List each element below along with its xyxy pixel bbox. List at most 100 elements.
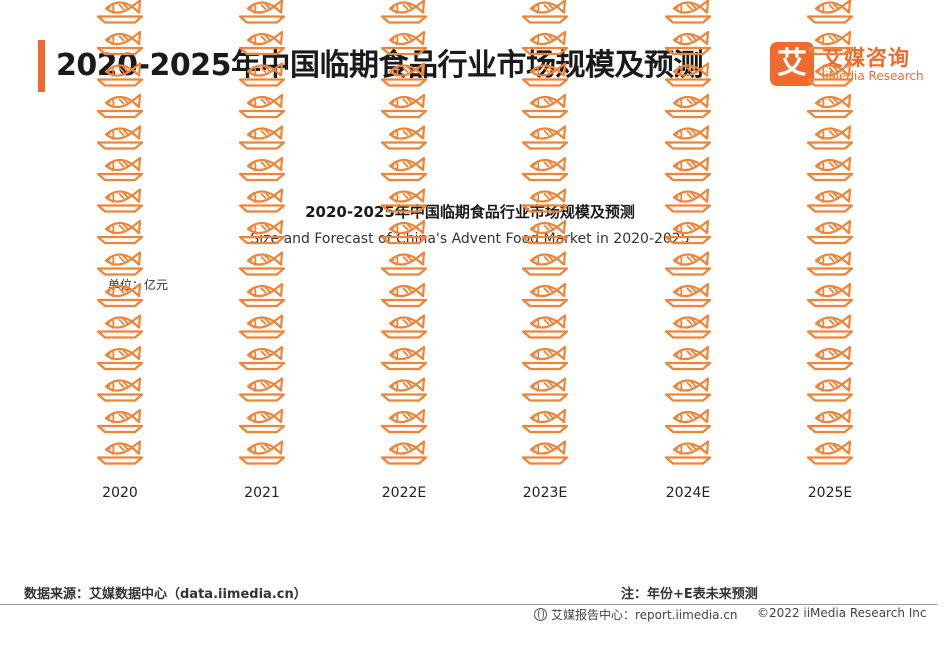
- fish-plate-icon: [806, 125, 854, 150]
- fish-plate-icon: [238, 377, 286, 402]
- fish-plate-icon: [238, 345, 286, 371]
- globe-icon: [534, 608, 547, 621]
- fish-plate-icon: [380, 188, 428, 213]
- fish-plate-icon: [806, 188, 854, 213]
- fish-plate-icon: [806, 440, 854, 465]
- fish-plate-icon: [380, 125, 428, 150]
- fish-plate-icon: [238, 93, 286, 119]
- fish-plate-icon: [806, 156, 854, 182]
- fish-plate-icon: [521, 314, 569, 339]
- fish-plate-icon: [521, 282, 569, 308]
- page-title: 2020-2025年中国临期食品行业市场规模及预测: [56, 48, 703, 83]
- fish-plate-icon: [806, 314, 854, 339]
- fish-plate-icon: [380, 408, 428, 434]
- fish-plate-icon: [664, 408, 712, 434]
- fish-plate-icon: [238, 314, 286, 339]
- chart-bar: [664, 0, 712, 465]
- fish-plate-icon: [238, 408, 286, 434]
- fish-plate-icon: [806, 345, 854, 371]
- fish-plate-icon: [521, 30, 569, 56]
- chart-bar: [238, 0, 286, 465]
- title-accent-bar: [38, 40, 45, 92]
- fish-plate-icon: [521, 408, 569, 434]
- fish-plate-icon: [664, 156, 712, 182]
- fish-plate-icon: [238, 440, 286, 465]
- fish-plate-icon: [664, 125, 712, 150]
- fish-plate-icon: [96, 345, 144, 371]
- fish-plate-icon: [806, 62, 854, 87]
- chart-bar: [806, 0, 854, 465]
- fish-plate-icon: [380, 440, 428, 465]
- chart-title: 2020-2025年中国临期食品行业市场规模及预测: [305, 203, 635, 221]
- fish-plate-icon: [96, 62, 144, 87]
- fish-plate-icon: [521, 62, 569, 87]
- fish-plate-icon: [664, 93, 712, 119]
- logo-mark: 艾: [770, 42, 814, 86]
- fish-plate-icon: [806, 408, 854, 434]
- fish-plate-icon: [521, 377, 569, 402]
- fish-plate-icon: [380, 156, 428, 182]
- fish-plate-icon: [664, 0, 712, 24]
- fish-plate-icon: [664, 377, 712, 402]
- category-label: 2022E: [382, 485, 426, 501]
- fish-plate-icon: [380, 314, 428, 339]
- fish-plate-icon: [96, 314, 144, 339]
- fish-plate-icon: [806, 251, 854, 276]
- fish-plate-icon: [380, 93, 428, 119]
- category-label: 2024E: [666, 485, 710, 501]
- fish-plate-icon: [96, 125, 144, 150]
- fish-plate-icon: [96, 0, 144, 24]
- category-label: 2020: [102, 485, 138, 501]
- fish-plate-icon: [521, 125, 569, 150]
- fish-plate-icon: [806, 377, 854, 402]
- fish-plate-icon: [806, 219, 854, 245]
- fish-plate-icon: [380, 377, 428, 402]
- fish-plate-icon: [521, 219, 569, 245]
- data-source: 数据来源：艾媒数据中心（data.iimedia.cn）: [24, 587, 307, 602]
- category-label: 2021: [244, 485, 280, 501]
- fish-plate-icon: [521, 440, 569, 465]
- report-center: 艾媒报告中心：report.iimedia.cn: [534, 606, 738, 623]
- fish-plate-icon: [96, 219, 144, 245]
- fish-plate-icon: [664, 345, 712, 371]
- forecast-note: 注：年份+E表未来预测: [621, 587, 758, 602]
- fish-plate-icon: [806, 282, 854, 308]
- footer-divider: [0, 604, 937, 605]
- chart-bar: [521, 0, 569, 465]
- fish-plate-icon: [238, 219, 286, 245]
- chart-bar: [96, 0, 144, 465]
- fish-plate-icon: [96, 377, 144, 402]
- fish-plate-icon: [238, 251, 286, 276]
- category-label: 2025E: [808, 485, 852, 501]
- fish-plate-icon: [238, 188, 286, 213]
- fish-plate-icon: [380, 219, 428, 245]
- fish-plate-icon: [238, 0, 286, 24]
- fish-plate-icon: [96, 282, 144, 308]
- chart-subtitle: Size and Forecast of China's Advent Food…: [250, 231, 690, 247]
- fish-plate-icon: [96, 156, 144, 182]
- fish-plate-icon: [664, 251, 712, 276]
- fish-plate-icon: [238, 282, 286, 308]
- fish-plate-icon: [96, 30, 144, 56]
- fish-plate-icon: [664, 282, 712, 308]
- fish-plate-icon: [521, 188, 569, 213]
- fish-plate-icon: [664, 188, 712, 213]
- fish-plate-icon: [806, 93, 854, 119]
- fish-plate-icon: [664, 30, 712, 56]
- report-center-text: 艾媒报告中心：report.iimedia.cn: [551, 608, 738, 622]
- category-label: 2023E: [523, 485, 567, 501]
- fish-plate-icon: [664, 62, 712, 87]
- fish-plate-icon: [96, 251, 144, 276]
- fish-plate-icon: [806, 0, 854, 24]
- fish-plate-icon: [380, 0, 428, 24]
- fish-plate-icon: [664, 440, 712, 465]
- fish-plate-icon: [96, 188, 144, 213]
- fish-plate-icon: [521, 0, 569, 24]
- fish-plate-icon: [96, 93, 144, 119]
- fish-plate-icon: [238, 156, 286, 182]
- fish-plate-icon: [521, 93, 569, 119]
- fish-plate-icon: [238, 62, 286, 87]
- chart-bar: [380, 0, 428, 465]
- fish-plate-icon: [380, 251, 428, 276]
